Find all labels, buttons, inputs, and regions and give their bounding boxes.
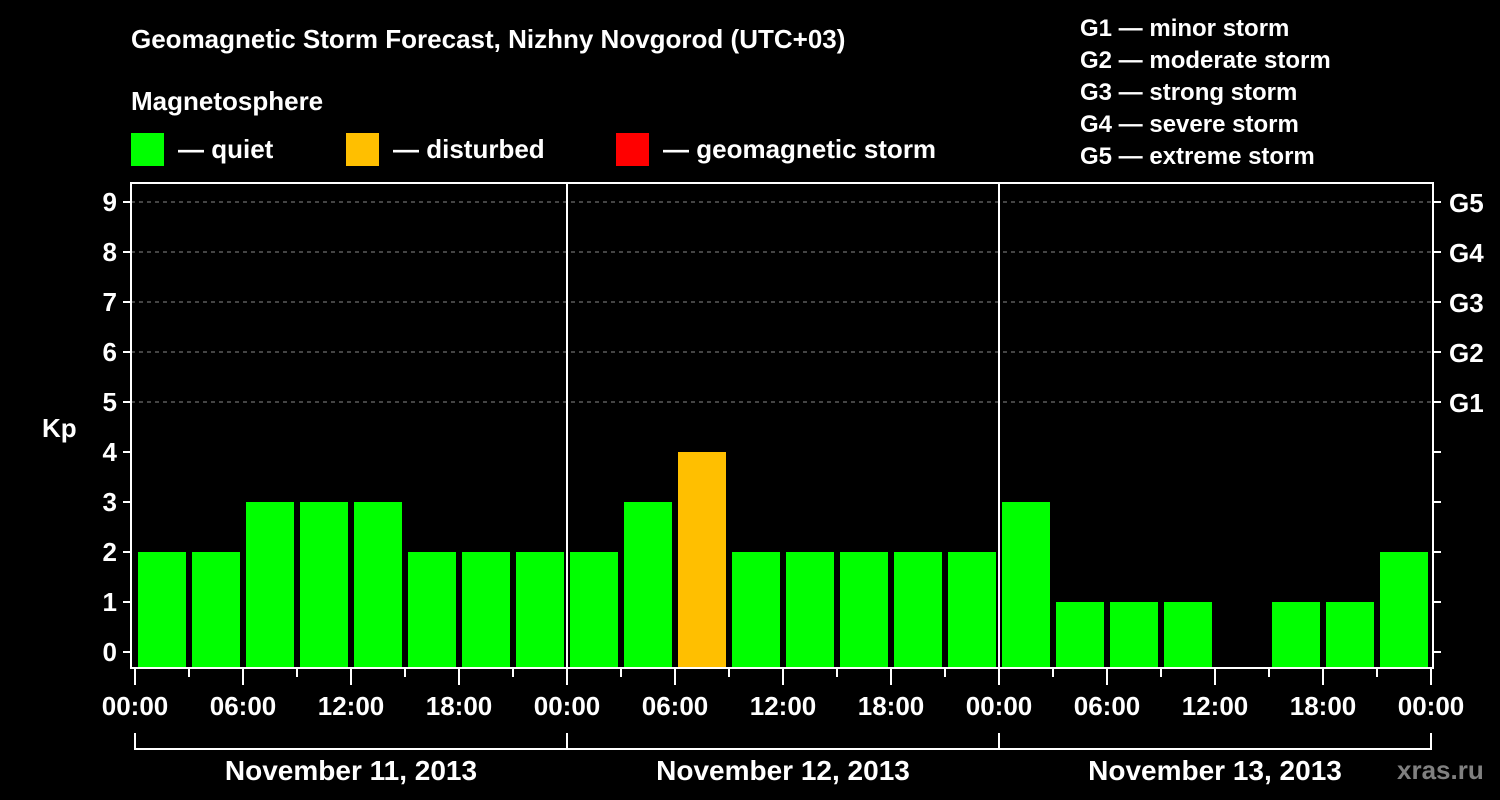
kp-bar <box>1326 602 1374 668</box>
x-tick-label: 00:00 <box>534 691 601 721</box>
g-scale-item: G5 — extreme storm <box>1080 143 1315 170</box>
kp-bar <box>1056 602 1104 668</box>
day-label: November 12, 2013 <box>656 755 910 786</box>
x-tick-label: 06:00 <box>210 691 277 721</box>
g-scale-item: G3 — strong storm <box>1080 79 1298 106</box>
y-tick-label: 8 <box>103 237 117 267</box>
y-tick-label: 2 <box>103 537 117 567</box>
kp-bar <box>1110 602 1158 668</box>
legend-label-storm: — geomagnetic storm <box>663 134 937 164</box>
kp-bar <box>570 552 618 668</box>
y-tick-label: 1 <box>103 587 117 617</box>
y-tick-label: 4 <box>103 437 118 467</box>
x-tick-label: 12:00 <box>750 691 817 721</box>
g-level-label: G2 <box>1449 338 1484 368</box>
kp-bar <box>732 552 780 668</box>
legend-swatch-quiet <box>131 133 164 166</box>
y-tick-label: 5 <box>103 387 117 417</box>
kp-bar <box>1002 502 1050 668</box>
g-level-label: G3 <box>1449 288 1484 318</box>
legend-title: Magnetosphere <box>131 86 324 116</box>
x-tick-label: 12:00 <box>318 691 385 721</box>
x-tick-label: 12:00 <box>1182 691 1249 721</box>
y-tick-label: 9 <box>103 187 117 217</box>
x-tick-label: 18:00 <box>858 691 925 721</box>
kp-bar <box>300 502 348 668</box>
kp-bar <box>948 552 996 668</box>
y-axis-label: Kp <box>42 413 77 443</box>
kp-bar <box>246 502 294 668</box>
legend-label-quiet: — quiet <box>178 134 274 164</box>
kp-bar <box>894 552 942 668</box>
kp-bar <box>786 552 834 668</box>
kp-bar <box>1164 602 1212 668</box>
x-tick-label: 00:00 <box>102 691 169 721</box>
kp-bar <box>354 502 402 668</box>
y-tick-label: 7 <box>103 287 117 317</box>
x-tick-label: 00:00 <box>966 691 1033 721</box>
g-scale-item: G1 — minor storm <box>1080 15 1290 42</box>
x-tick-label: 00:00 <box>1398 691 1465 721</box>
watermark: xras.ru <box>1397 755 1484 785</box>
kp-bar <box>138 552 186 668</box>
g-scale-item: G2 — moderate storm <box>1080 47 1331 74</box>
day-label: November 13, 2013 <box>1088 755 1342 786</box>
x-tick-label: 18:00 <box>426 691 493 721</box>
legend-label-disturbed: — disturbed <box>393 134 545 164</box>
y-tick-label: 3 <box>103 487 117 517</box>
g-level-label: G4 <box>1449 238 1484 268</box>
kp-bar <box>516 552 564 668</box>
kp-bar <box>1272 602 1320 668</box>
x-tick-label: 06:00 <box>1074 691 1141 721</box>
g-level-label: G1 <box>1449 388 1484 418</box>
kp-bar <box>840 552 888 668</box>
x-tick-label: 18:00 <box>1290 691 1357 721</box>
chart-title: Geomagnetic Storm Forecast, Nizhny Novgo… <box>131 24 846 54</box>
g-scale-item: G4 — severe storm <box>1080 111 1299 138</box>
kp-bar <box>678 452 726 668</box>
kp-bar <box>462 552 510 668</box>
kp-bar <box>1380 552 1428 668</box>
kp-bar <box>624 502 672 668</box>
y-tick-label: 6 <box>103 337 117 367</box>
kp-bar <box>192 552 240 668</box>
day-bracket <box>134 733 1432 750</box>
y-tick-label: 0 <box>103 637 117 667</box>
x-tick-label: 06:00 <box>642 691 709 721</box>
g-level-label: G5 <box>1449 188 1484 218</box>
legend-swatch-disturbed <box>346 133 379 166</box>
legend-swatch-storm <box>616 133 649 166</box>
day-label: November 11, 2013 <box>225 755 477 786</box>
kp-bar <box>408 552 456 668</box>
